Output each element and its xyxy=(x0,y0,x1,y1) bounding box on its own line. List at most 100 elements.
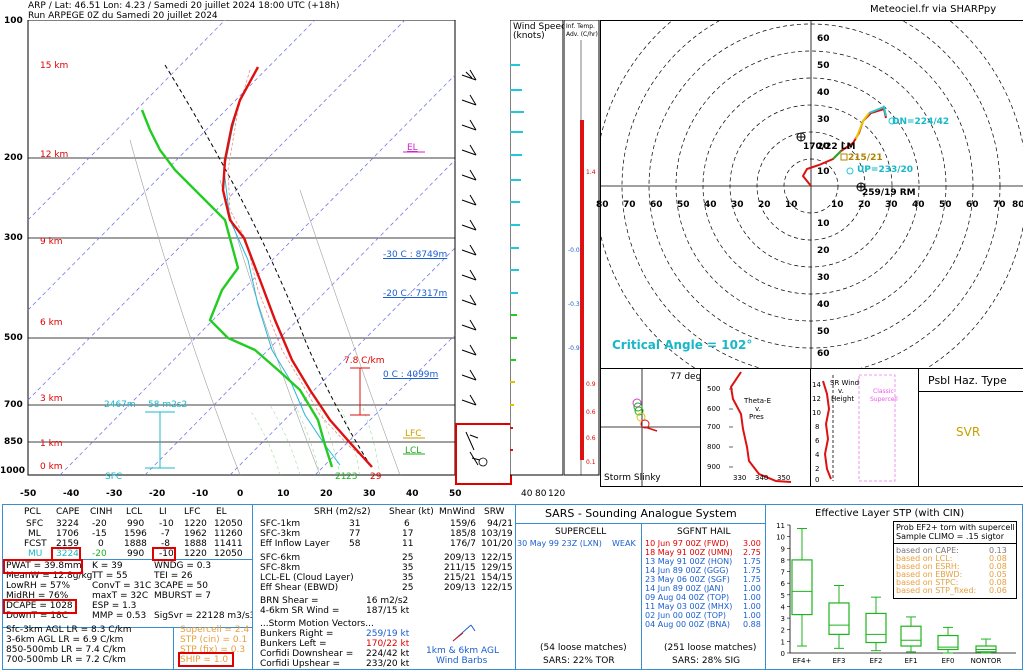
srwind-title-2: v. xyxy=(838,387,844,395)
storm-slinky-title: Storm Slinky xyxy=(604,473,661,483)
temp-tick: -10 xyxy=(192,489,209,499)
meanw: MeanW = 12.8g/kg xyxy=(6,571,93,581)
pressure-label-1000: 1000 xyxy=(0,466,26,476)
stp-y-tick: 10 xyxy=(776,534,785,542)
tadv-value: -0.0 xyxy=(568,247,580,254)
kin-cell: 154/15 xyxy=(481,573,513,583)
convt: ConvT = 31C xyxy=(92,581,152,591)
kin-cell: 185/8 xyxy=(450,529,476,539)
hail-match: 09 Aug 04 00Z (TOP) xyxy=(645,593,730,602)
kin-cell: 122/15 xyxy=(481,583,513,593)
hazard-type-value: SVR xyxy=(956,425,981,439)
tt-index: TT = 55 xyxy=(92,571,128,581)
hodo-x-label: 80 xyxy=(596,200,609,210)
hail-match: 14 Jun 89 00Z (JAN) xyxy=(645,584,724,593)
skewt-panel xyxy=(0,19,510,500)
hodo-x-label: 30 xyxy=(885,200,898,210)
kin-cell: 77 xyxy=(349,529,361,539)
hazard-type-panel xyxy=(918,368,1023,487)
temp-tick: -50 xyxy=(20,489,37,499)
kin-cell: 215/21 xyxy=(444,573,476,583)
tadv-value: 0.1 xyxy=(586,459,596,466)
hodo-lm-label: 170/22 LM xyxy=(803,142,856,152)
wind-barb-legend-label: 1km & 6km AGL xyxy=(426,646,499,656)
pressure-label-200: 200 xyxy=(4,153,23,163)
srwind-title-3: Height xyxy=(831,395,855,403)
stp-box xyxy=(828,602,850,635)
hodo-x-label: 70 xyxy=(623,200,636,210)
header-line-1: ARP / Lat: 46.51 Lon: 4.23 / Samedi 20 j… xyxy=(28,1,340,11)
stp-y-tick: 0 xyxy=(781,650,785,658)
stp-based-label: based on ESRH: xyxy=(896,562,960,571)
ship: SHIP = 1.0 xyxy=(180,655,229,665)
wind-speed-tick: 80 xyxy=(535,489,547,499)
kin-header: Shear (kt) xyxy=(389,507,434,517)
hodo-x-label: 10 xyxy=(831,200,844,210)
stp-y-tick: 1 xyxy=(781,638,785,646)
kinematics-table: SRH (m2/s2) Shear (kt) MnWind SRW SFC-1k… xyxy=(254,507,514,669)
kin-row-label: SFC-8km xyxy=(260,563,301,573)
eff-layer-srh: 58 m2s2 xyxy=(148,400,188,410)
lfc-label: LFC xyxy=(405,429,422,439)
hail-size: 1.75 xyxy=(743,566,761,575)
pcl-cell: 990 xyxy=(127,549,145,559)
hail-match: 11 May 03 00Z (MHX) xyxy=(645,602,733,611)
hodo-x-label: 80 xyxy=(1012,200,1023,210)
pcl-cell: 3224 xyxy=(56,519,79,529)
pcl-header: PCL xyxy=(24,507,41,517)
ship-highlight xyxy=(178,652,234,667)
height-label-9km: 9 km xyxy=(40,237,63,247)
srwind-y-tick: 10 xyxy=(812,409,821,417)
pwat: PWAT = 39.8mm xyxy=(6,561,82,571)
stp-fix: STP (fix) = 0.3 xyxy=(180,645,246,655)
kin-cell: 11 xyxy=(402,539,414,549)
srw46-value: 187/15 kt xyxy=(366,606,410,616)
sars-supercell-match: 30 May 99 23Z (LXN) xyxy=(517,539,602,548)
stp-based-value: 0.05 xyxy=(989,570,1007,579)
kin-cell: 35 xyxy=(402,563,414,573)
theta-y-tick: 700 xyxy=(707,423,721,431)
hail-size: 1.00 xyxy=(743,611,761,620)
pcl-cell: -10 xyxy=(159,519,174,529)
hail-match: 14 Jun 89 00Z (GGG) xyxy=(645,566,729,575)
hodo-ring-label: 40 xyxy=(817,88,830,98)
pcl-cell: 1596 xyxy=(124,529,147,539)
stp-category: NONTOR xyxy=(971,657,1002,665)
k-index: K = 39 xyxy=(92,561,123,571)
stp-based-label: based on STP_fixed: xyxy=(896,586,977,595)
storm-slinky-deg: 77 deg xyxy=(670,372,702,382)
stp-category: EF3 xyxy=(833,657,846,665)
stp-y-tick: 8 xyxy=(781,557,785,565)
tadv-value: -0.3 xyxy=(568,301,580,308)
hodo-ring-label: 10 xyxy=(817,167,830,177)
kin-row-label: SFC-6km xyxy=(260,553,301,563)
pcl-cell: SFC xyxy=(26,519,44,529)
theta-x-tick: 340 xyxy=(755,474,769,482)
cape3: 3CAPE = 50 xyxy=(154,581,208,591)
theta-title-2: v. xyxy=(755,405,761,413)
theta-y-tick: 800 xyxy=(707,443,721,451)
height-label-15km: 15 km xyxy=(40,61,69,71)
pcl-cell: -20 xyxy=(92,519,107,529)
tadv-title: Inf. Temp. xyxy=(566,23,595,30)
hail-match: 23 May 06 00Z (SGF) xyxy=(645,575,730,584)
supercell-composite: Supercell = 2.4 xyxy=(180,625,250,635)
hodo-ring-label: 30 xyxy=(817,273,830,283)
height-label-12km: 12 km xyxy=(40,150,69,160)
srwind-y-tick: 8 xyxy=(815,423,820,431)
parcel-table: PCL CAPE CINH LCL LI LFC EL SFC 3224 -20… xyxy=(4,507,250,559)
kin-cell: 209/13 xyxy=(444,553,476,563)
pcl-header: CINH xyxy=(90,507,113,517)
stp-category: EF0 xyxy=(942,657,955,665)
hail-match: 10 Jun 97 00Z (FWD) xyxy=(645,539,729,548)
hail-match: 13 May 91 00Z (HON) xyxy=(645,557,733,566)
pcl-cell: 11411 xyxy=(214,539,243,549)
pcl-cell: 990 xyxy=(127,519,145,529)
sars-hail-title: SGFNT HAIL xyxy=(677,527,731,537)
kin-row-label: SFC-1km xyxy=(260,519,301,529)
hodo-ring-label: 20 xyxy=(817,246,830,256)
kin-cell: 31 xyxy=(349,519,361,529)
stp-based-value: 0.13 xyxy=(989,546,1007,555)
wind-speed-tick: 120 xyxy=(548,489,566,499)
hodo-ring-label: 20 xyxy=(817,142,830,152)
